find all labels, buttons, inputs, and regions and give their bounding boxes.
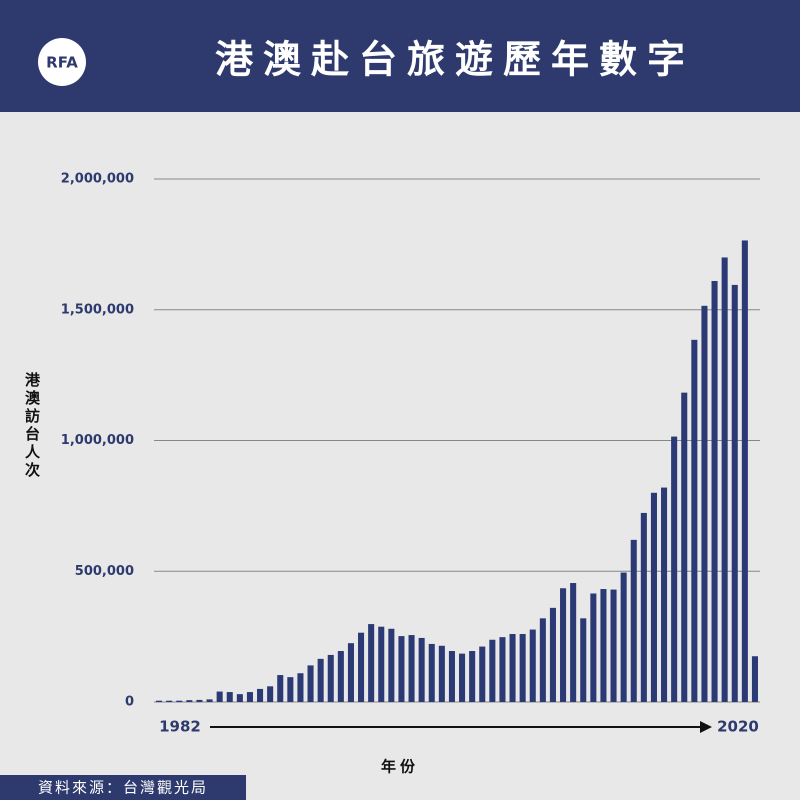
bar xyxy=(681,392,688,702)
bar xyxy=(388,628,395,702)
arrow-head xyxy=(700,721,712,733)
chart-title: 港澳赴台旅遊歷年數字 xyxy=(215,38,695,82)
x-axis-label: 年份 xyxy=(381,758,419,776)
bar xyxy=(751,656,758,702)
bar xyxy=(337,651,344,702)
bar xyxy=(549,607,556,702)
bar xyxy=(539,618,546,702)
bar xyxy=(297,673,304,702)
bar xyxy=(327,654,334,702)
bar xyxy=(236,694,243,702)
bar xyxy=(246,692,253,702)
bar xyxy=(428,643,435,702)
bar xyxy=(176,700,183,702)
y-tick-label: 1,500,000 xyxy=(61,302,134,317)
y-tick-label: 500,000 xyxy=(75,564,134,579)
bar xyxy=(368,624,375,702)
bar xyxy=(277,675,284,702)
bar xyxy=(509,634,516,702)
bar xyxy=(519,634,526,702)
bar xyxy=(620,572,627,702)
bar xyxy=(307,665,314,702)
bar xyxy=(529,629,536,702)
bar xyxy=(600,589,607,702)
bar xyxy=(206,699,213,702)
bar xyxy=(287,677,294,702)
y-tick-label: 2,000,000 xyxy=(61,172,134,187)
bar xyxy=(216,691,223,702)
bar xyxy=(347,643,354,702)
bar xyxy=(489,639,496,702)
bar xyxy=(166,700,173,702)
bar xyxy=(257,688,264,702)
source-box xyxy=(0,775,246,800)
bar xyxy=(186,700,193,702)
bar xyxy=(560,588,567,702)
bar xyxy=(408,635,415,702)
bar xyxy=(580,618,587,702)
bar xyxy=(661,487,668,702)
bar xyxy=(226,692,233,702)
bar xyxy=(448,651,455,702)
bar xyxy=(499,637,506,702)
bar xyxy=(610,589,617,702)
bar xyxy=(701,305,708,702)
bar xyxy=(317,658,324,702)
bar xyxy=(459,653,466,702)
bar xyxy=(418,637,425,702)
logo xyxy=(38,38,86,86)
x-end-label: 2020 xyxy=(717,718,759,736)
bar xyxy=(378,626,385,702)
bar xyxy=(469,651,476,702)
bar xyxy=(671,436,678,702)
bar xyxy=(721,257,728,702)
y-axis-label: 港澳訪台人次 xyxy=(23,371,41,480)
y-tick-label: 1,000,000 xyxy=(61,433,134,448)
bar xyxy=(731,284,738,702)
bar xyxy=(438,645,445,702)
header xyxy=(0,0,800,112)
bar xyxy=(267,686,274,702)
bar xyxy=(691,339,698,702)
logo-text: RFA xyxy=(46,54,78,72)
bar xyxy=(398,636,405,702)
bar xyxy=(156,700,163,702)
bar xyxy=(630,539,637,702)
source: 資料來源：台灣觀光局 xyxy=(38,779,208,797)
bar xyxy=(358,632,365,702)
bar xyxy=(196,699,203,702)
x-start-label: 1982 xyxy=(159,718,201,736)
bar xyxy=(479,646,486,702)
bar xyxy=(640,512,647,702)
y-tick-label: 0 xyxy=(125,695,134,710)
bar xyxy=(650,492,657,702)
bar xyxy=(590,593,597,702)
bar xyxy=(711,280,718,702)
bar xyxy=(741,240,748,702)
bar xyxy=(570,583,577,702)
